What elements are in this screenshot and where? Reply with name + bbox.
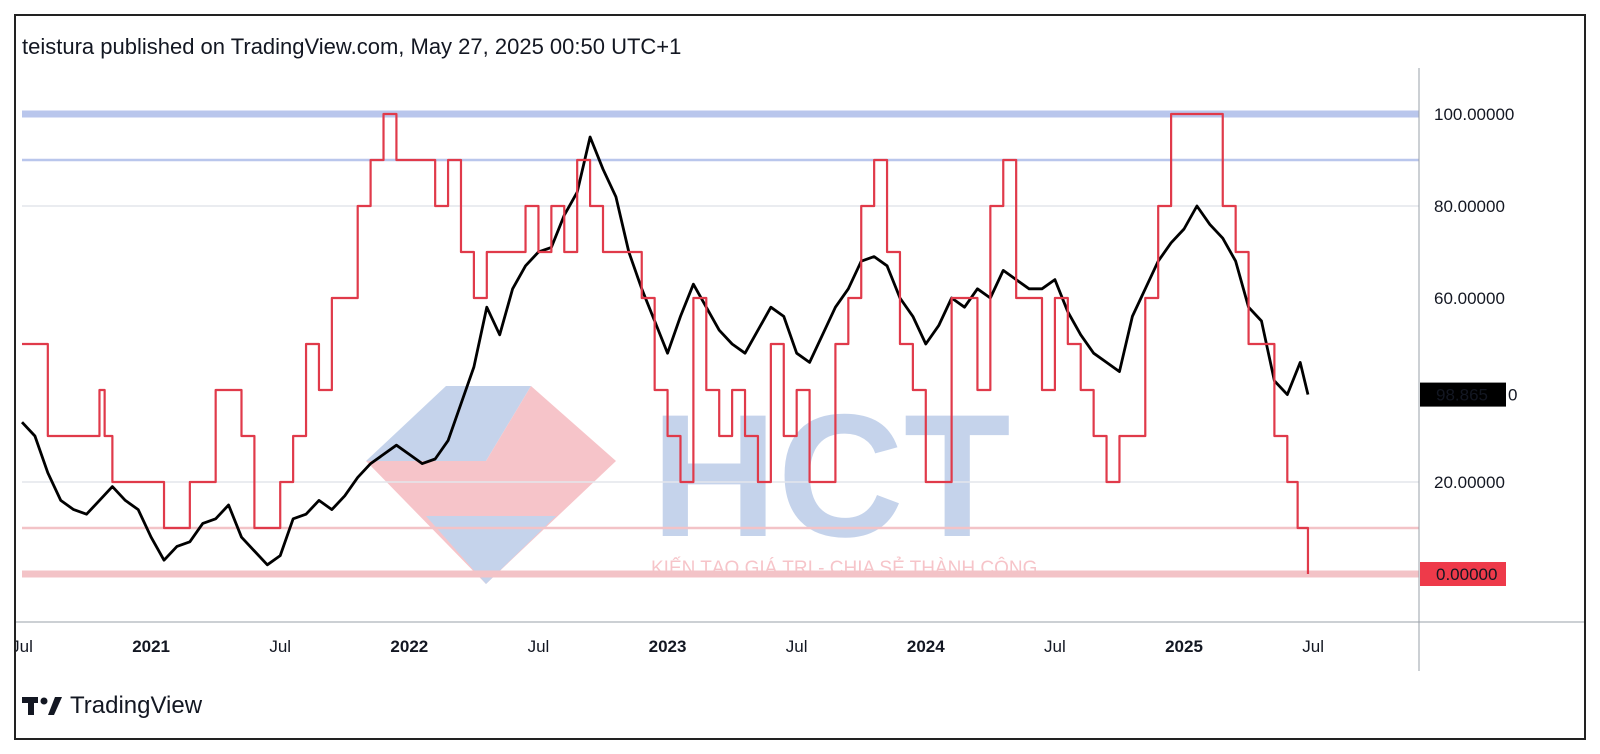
tradingview-label: TradingView	[70, 692, 203, 719]
x-tick-label: Jul	[528, 637, 550, 656]
watermark-logo-letters: HCT	[651, 379, 1011, 574]
y-tick-label: 100.00000	[1434, 105, 1514, 124]
y-tick-fragment: 0	[1508, 386, 1517, 405]
y-tick-label: 60.00000	[1434, 289, 1505, 308]
y-tick-label: 20.00000	[1434, 473, 1505, 492]
price-series-line	[20, 135, 1310, 567]
chart-frame: teistura published on TradingView.com, M…	[14, 14, 1586, 740]
x-tick-label: Jul	[16, 637, 33, 656]
x-tick-label: 2022	[390, 637, 428, 656]
watermark-diamond-core	[426, 516, 556, 584]
watermark-diamond-right	[486, 386, 616, 461]
x-tick-label: 2025	[1165, 637, 1203, 656]
value-badge-bg	[1420, 382, 1506, 407]
y-tick-label: 80.00000	[1434, 197, 1505, 216]
value-badge-label: 98.865	[1436, 386, 1488, 405]
value-badge: 0.00000	[1420, 562, 1506, 586]
value-badge-label: 0.00000	[1436, 565, 1497, 584]
x-tick-label: Jul	[269, 637, 291, 656]
tradingview-logo-icon	[22, 697, 62, 715]
x-tick-label: 2021	[132, 637, 170, 656]
x-tick-label: 2024	[907, 637, 945, 656]
tradingview-brand[interactable]: TradingView	[22, 692, 202, 720]
value-badge: 98.865	[1420, 382, 1506, 407]
publish-header: teistura published on TradingView.com, M…	[22, 34, 682, 59]
watermark-diamond-bottom	[366, 461, 616, 584]
value-badge-bg	[1420, 562, 1506, 586]
x-tick-label: 2023	[649, 637, 687, 656]
watermark-diamond-left	[366, 386, 531, 461]
x-tick-label: Jul	[786, 637, 808, 656]
indicator-series-line	[22, 112, 1310, 574]
x-tick-label: Jul	[1302, 637, 1324, 656]
x-tick-label: Jul	[1044, 637, 1066, 656]
